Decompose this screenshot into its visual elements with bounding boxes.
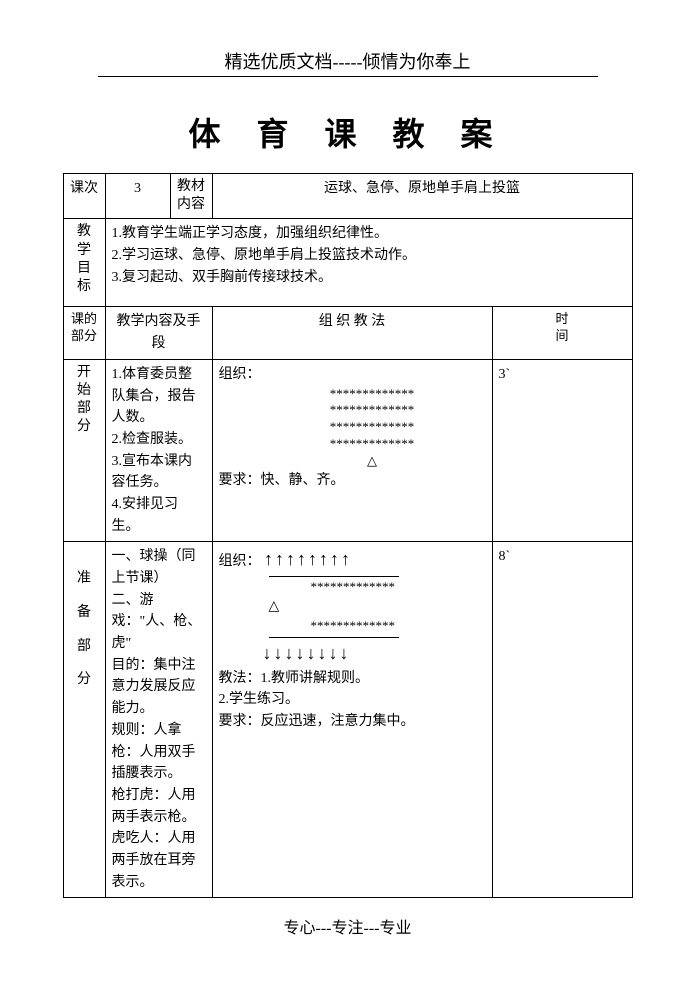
page-header: 精选优质文档-----倾情为你奉上	[0, 0, 695, 77]
doc-title: 体 育 课 教 案	[0, 109, 695, 155]
goal-label: 教学目标	[63, 219, 105, 307]
h-time: 时间	[492, 307, 632, 359]
header-underline	[98, 76, 598, 77]
page-footer: 专心---专注---专业	[0, 914, 695, 938]
prep-label: 准备部分	[63, 542, 105, 898]
start-org: 组织： ************* ************* ********…	[212, 359, 492, 542]
prep-org: 组织： ↑↑↑↑↑↑↑↑ ************* △ ***********…	[212, 542, 492, 898]
h-content: 教学内容及手段	[105, 307, 212, 359]
prep-content: 一、球操（同上节课） 二、游戏："人、枪、虎" 目的：集中注意力发展反应能力。 …	[105, 542, 212, 898]
header-text: 精选优质文档-----倾情为你奉上	[225, 52, 471, 72]
start-time: 3`	[492, 359, 632, 542]
lesson-plan-table: 课次 3 教材内容 运球、急停、原地单手肩上投篮 教学目标 1.教育学生端正学习…	[63, 173, 633, 898]
jiaocai-label: 教材内容	[170, 174, 212, 219]
keci-value: 3	[105, 174, 170, 219]
h-part: 课的部分	[63, 307, 105, 359]
prep-time: 8`	[492, 542, 632, 898]
start-content: 1.体育委员整队集合，报告人数。 2.检查服装。 3.宣布本课内容任务。 4.安…	[105, 359, 212, 542]
jiaocai-value: 运球、急停、原地单手肩上投篮	[212, 174, 632, 219]
h-method: 组 织 教 法	[212, 307, 492, 359]
start-label: 开始部分	[63, 359, 105, 542]
goal-content: 1.教育学生端正学习态度，加强组织纪律性。 2.学习运球、急停、原地单手肩上投篮…	[105, 219, 632, 307]
keci-label: 课次	[63, 174, 105, 219]
